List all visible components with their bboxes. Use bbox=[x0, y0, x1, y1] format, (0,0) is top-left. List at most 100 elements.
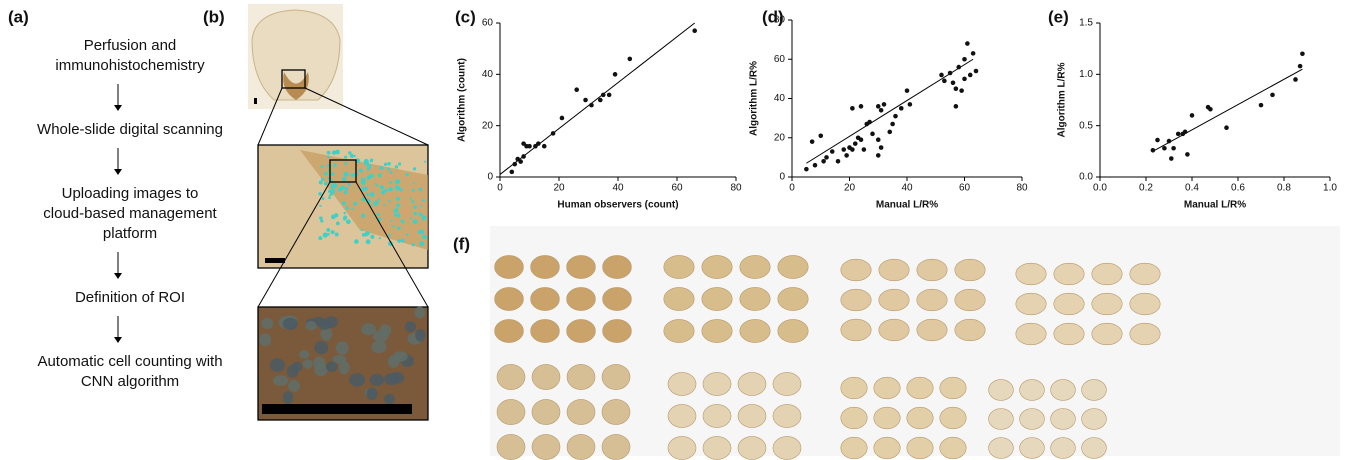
stain bbox=[328, 194, 331, 197]
slice bbox=[1081, 408, 1107, 430]
stain bbox=[422, 234, 427, 239]
x-tick-label: 0 bbox=[497, 183, 503, 194]
stain bbox=[376, 212, 380, 217]
point bbox=[970, 51, 976, 56]
point bbox=[536, 141, 541, 146]
stain bbox=[387, 167, 390, 171]
stain bbox=[413, 211, 417, 216]
point bbox=[939, 72, 944, 78]
x-tick-label: 0.6 bbox=[1231, 183, 1245, 194]
slice bbox=[530, 255, 560, 279]
cell bbox=[338, 360, 350, 375]
slice bbox=[906, 376, 934, 400]
trend-line bbox=[1152, 68, 1303, 152]
point bbox=[947, 70, 953, 76]
point bbox=[1171, 145, 1176, 151]
x-axis-label: Manual L/R% bbox=[1184, 200, 1246, 211]
slice bbox=[1015, 292, 1047, 316]
x-tick-label: 40 bbox=[612, 183, 624, 194]
point bbox=[824, 155, 829, 160]
stain bbox=[388, 187, 393, 192]
stain bbox=[351, 207, 354, 210]
stain bbox=[334, 232, 339, 237]
stain bbox=[354, 239, 359, 244]
stain bbox=[376, 184, 379, 187]
slice bbox=[878, 258, 910, 282]
y-tick-label: 20 bbox=[482, 120, 494, 131]
cell bbox=[372, 330, 389, 343]
stain bbox=[373, 200, 379, 206]
stain bbox=[423, 160, 426, 163]
slice bbox=[840, 288, 872, 312]
slice bbox=[840, 376, 868, 400]
arrowhead bbox=[114, 105, 122, 111]
slice bbox=[737, 404, 767, 428]
stain bbox=[395, 196, 400, 201]
trend-line bbox=[499, 22, 696, 175]
x-tick-label: 80 bbox=[730, 183, 742, 194]
stain bbox=[326, 232, 330, 236]
slice bbox=[939, 376, 967, 400]
cell bbox=[392, 351, 408, 362]
stain bbox=[345, 206, 349, 210]
point bbox=[509, 169, 515, 175]
point bbox=[583, 97, 588, 103]
stain bbox=[389, 170, 393, 174]
stain bbox=[413, 205, 417, 209]
point bbox=[812, 162, 818, 168]
slice bbox=[906, 406, 934, 430]
point bbox=[1166, 138, 1172, 144]
stain bbox=[374, 182, 377, 185]
point bbox=[904, 88, 910, 93]
slice bbox=[1129, 262, 1161, 286]
stain bbox=[412, 167, 417, 171]
slice bbox=[566, 287, 596, 311]
slice bbox=[496, 434, 526, 460]
point bbox=[875, 153, 881, 158]
stain bbox=[335, 149, 340, 155]
cell bbox=[369, 373, 385, 387]
stain bbox=[419, 205, 422, 208]
slice bbox=[954, 318, 986, 342]
slice bbox=[702, 372, 732, 396]
point bbox=[965, 41, 970, 46]
point bbox=[887, 129, 893, 135]
point bbox=[973, 68, 979, 74]
y-tick-label: 80 bbox=[774, 15, 786, 26]
y-tick-label: 0.5 bbox=[1079, 120, 1093, 131]
slice bbox=[954, 258, 986, 282]
step-text: Perfusion and bbox=[84, 37, 177, 54]
point bbox=[881, 102, 887, 107]
stain bbox=[330, 230, 335, 235]
stain bbox=[384, 188, 388, 192]
point bbox=[870, 131, 875, 137]
slice-grid bbox=[494, 255, 1161, 460]
stain bbox=[346, 219, 351, 225]
slice bbox=[1129, 292, 1161, 316]
stain bbox=[343, 190, 348, 195]
y-tick-label: 20 bbox=[774, 132, 786, 143]
cell bbox=[349, 373, 365, 387]
stain bbox=[397, 162, 402, 166]
point bbox=[967, 72, 973, 78]
point bbox=[956, 64, 962, 70]
slice bbox=[939, 406, 967, 430]
step-text: Whole-slide digital scanning bbox=[37, 121, 223, 138]
stain bbox=[347, 183, 351, 187]
slice bbox=[602, 255, 632, 279]
slice bbox=[840, 318, 872, 342]
stain bbox=[361, 180, 366, 185]
cell bbox=[325, 361, 338, 373]
point bbox=[804, 166, 809, 172]
x-tick-label: 0.2 bbox=[1139, 183, 1153, 194]
stain bbox=[422, 218, 426, 221]
slice bbox=[701, 319, 733, 343]
cell bbox=[371, 340, 387, 354]
point bbox=[841, 147, 847, 152]
x-tick-label: 40 bbox=[901, 183, 913, 194]
slice bbox=[601, 434, 631, 460]
slice bbox=[701, 287, 733, 311]
stain bbox=[418, 212, 421, 215]
point bbox=[850, 147, 855, 152]
slice bbox=[496, 399, 526, 425]
